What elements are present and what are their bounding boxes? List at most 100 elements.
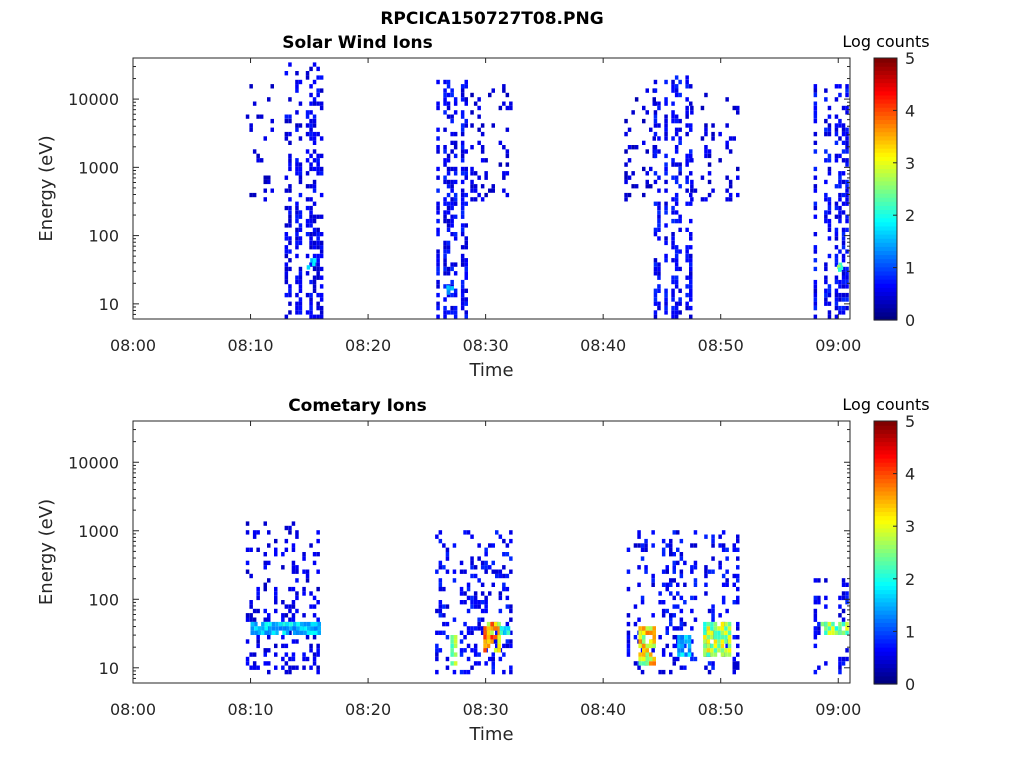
x-tick-label: 09:00 [815, 700, 861, 719]
spectrogram-cell [470, 565, 474, 570]
spectrogram-cell [700, 175, 705, 180]
spectrogram-cell [316, 552, 320, 557]
spectrogram-cell [671, 84, 675, 89]
spectrogram-cell [312, 275, 317, 280]
spectrogram-cell [316, 648, 320, 653]
spectrogram-cell [645, 626, 649, 631]
spectrogram-cell [460, 262, 465, 267]
colorbar-step [874, 254, 897, 260]
spectrogram-cell [674, 249, 679, 254]
spectrogram-cell [495, 569, 499, 574]
spectrogram-cell [824, 88, 828, 93]
colorbar-step [874, 560, 897, 566]
spectrogram-cell [718, 543, 722, 548]
spectrogram-cell [288, 153, 292, 159]
spectrogram-cell [711, 661, 715, 666]
spectrogram-cell [841, 578, 846, 583]
spectrogram-cell [261, 626, 265, 631]
spectrogram-cell [436, 232, 440, 237]
spectrogram-cell [624, 179, 628, 185]
spectrogram-cell [450, 114, 454, 119]
spectrogram-cell [309, 297, 313, 302]
spectrogram-cell [644, 538, 648, 544]
colorbar-step [874, 679, 897, 685]
spectrogram-cell [480, 197, 485, 202]
spectrogram-cell [624, 162, 628, 167]
y-tick-label: 10000 [68, 453, 119, 472]
spectrogram-cell [470, 179, 474, 185]
spectrogram-cell [298, 179, 303, 185]
spectrogram-cell [477, 140, 481, 145]
spectrogram-cell [493, 626, 498, 631]
spectrogram-cell [664, 258, 668, 263]
spectrogram-cell [736, 556, 740, 561]
spectrogram-cell [319, 240, 324, 246]
spectrogram-cell [674, 310, 679, 315]
spectrogram-cell [674, 175, 679, 180]
spectrogram-cell [664, 79, 668, 85]
spectrogram-cell [252, 149, 257, 154]
spectrogram-cell [281, 635, 285, 640]
spectrogram-cell [245, 547, 250, 552]
spectrogram-cell [637, 543, 641, 548]
spectrogram-cell [674, 131, 679, 137]
spectrogram-cell [679, 538, 684, 544]
spectrogram-cell [263, 582, 267, 587]
spectrogram-cell [845, 131, 849, 137]
spectrogram-cell [674, 266, 679, 272]
spectrogram-cell [490, 621, 494, 627]
colorbar-step [874, 527, 897, 533]
spectrogram-cell [687, 648, 692, 653]
spectrogram-cell [626, 586, 631, 592]
spectrogram-cell [674, 127, 679, 132]
spectrogram-cell [813, 600, 818, 605]
spectrogram-cell [460, 188, 465, 193]
spectrogram-cell [438, 565, 443, 570]
spectrogram-cell [669, 613, 673, 618]
spectrogram-cell [657, 275, 661, 280]
spectrogram-cell [263, 648, 267, 653]
spectrogram-cell [312, 97, 317, 102]
spectrogram-cell [295, 569, 299, 574]
spectrogram-cell [664, 201, 668, 206]
spectrogram-cell [841, 275, 846, 280]
spectrogram-cell [450, 286, 454, 291]
spectrogram-cell [288, 292, 292, 298]
spectrogram-cell [464, 192, 468, 198]
spectrogram-cell [645, 643, 649, 649]
spectrogram-cell [298, 284, 303, 289]
y-axis-label: Energy (eV) [36, 135, 57, 241]
spectrogram-cell [624, 197, 628, 202]
spectrogram-cell [245, 617, 250, 622]
spectrogram-cell [267, 648, 271, 653]
spectrogram-cell [288, 249, 292, 254]
colorbar-step [874, 283, 897, 288]
spectrogram-cell [642, 648, 646, 653]
spectrogram-cell [252, 652, 257, 657]
spectrogram-cell [493, 648, 498, 653]
spectrogram-cell [480, 184, 485, 189]
spectrogram-cell [669, 582, 673, 587]
spectrogram-cell [488, 656, 492, 662]
spectrogram-cell [711, 617, 715, 622]
spectrogram-cell [664, 205, 668, 211]
spectrogram-cell [706, 652, 711, 657]
spectrogram-cell [718, 613, 722, 618]
spectrogram-cell [834, 630, 839, 635]
spectrogram-cell [661, 613, 666, 618]
spectrogram-cell [834, 245, 839, 250]
spectrogram-cell [307, 621, 311, 627]
spectrogram-cell [664, 297, 668, 302]
spectrogram-cell [834, 140, 839, 145]
spectrogram-cell [319, 292, 324, 298]
spectrogram-cell [813, 131, 818, 137]
spectrogram-cell [845, 158, 849, 163]
spectrogram-cell [284, 205, 289, 211]
colorbar-step [874, 74, 897, 80]
spectrogram-cell [685, 158, 689, 163]
spectrogram-cell [845, 84, 849, 89]
spectrogram-cell [464, 262, 468, 267]
spectrogram-cell [841, 210, 846, 215]
spectrogram-cell [827, 284, 832, 289]
spectrogram-cell [245, 661, 250, 666]
